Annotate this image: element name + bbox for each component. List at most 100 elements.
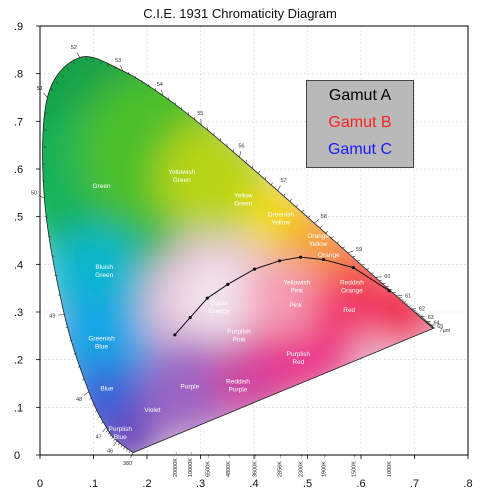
wavelength-label: 54 — [157, 82, 163, 88]
region-label: Equal Energy — [209, 300, 230, 315]
x-tick-label: .8 — [463, 478, 472, 490]
y-tick-label: .5 — [14, 212, 23, 224]
planckian-locus — [173, 255, 391, 337]
locus-tick — [336, 241, 340, 244]
wavelength-label: 65 — [437, 324, 443, 330]
x-tick-label: 0 — [37, 478, 43, 490]
locus-tick — [128, 72, 130, 76]
y-tick-label: .3 — [14, 307, 23, 319]
y-tick-label: .4 — [14, 259, 23, 271]
locus-tick — [295, 204, 299, 208]
y-tick-label: .8 — [14, 69, 23, 81]
planckian-point — [252, 267, 257, 271]
region-label: Red — [343, 307, 355, 314]
x-tick-label: .7 — [410, 478, 419, 490]
axes: 0 .1 .2 .3 .4 .5 .6 .7 .8 0 .1 .2 .3 .4 .5 .6 .7 .8 .9 — [14, 21, 473, 490]
kelvin-label: 20000K → — [173, 451, 179, 477]
locus-tick — [92, 403, 95, 406]
y-tick-label: .2 — [14, 355, 23, 367]
kelvin-label: 4800K → — [226, 454, 232, 477]
locus-tick — [113, 440, 118, 446]
locus-tick — [89, 397, 92, 400]
locus-tick — [270, 182, 273, 186]
locus-tick — [61, 74, 64, 78]
locus-tick — [161, 89, 164, 96]
locus-tick — [307, 215, 311, 218]
locus-tick — [44, 128, 47, 132]
wavelength-label: 48 — [76, 397, 82, 403]
region-label: Purple — [180, 383, 199, 390]
locus-tick — [120, 65, 124, 71]
locus-tick — [428, 324, 435, 326]
planckian-point — [277, 259, 282, 263]
locus-tick — [361, 264, 365, 266]
locus-tick — [289, 198, 292, 202]
locus-tick — [314, 219, 320, 224]
locus-tick — [120, 444, 123, 448]
planckian-point — [173, 333, 177, 337]
kelvin-label: 3600K → — [253, 454, 259, 477]
locus-tick — [356, 259, 360, 262]
locus-tick — [58, 314, 65, 316]
locus-tick — [277, 185, 281, 191]
locus-tick — [83, 391, 90, 396]
locus-tick — [319, 226, 323, 229]
kelvin-label: 2300K → — [299, 454, 305, 477]
planckian-point — [205, 296, 209, 300]
kelvin-label: 6500K → — [205, 454, 211, 477]
locus-tick — [99, 61, 102, 65]
locus-tick — [101, 421, 104, 424]
kelvin-label: 1900K → — [322, 454, 328, 477]
legend-item-gamut-b: Gamut B — [328, 114, 392, 131]
kelvin-label: 1000K → — [387, 454, 393, 477]
locus-tick — [264, 176, 267, 180]
region-label: Orange — [318, 252, 340, 259]
wavelength-label: 7µm — [440, 328, 451, 334]
locus-tick — [114, 65, 116, 69]
locus-tick — [418, 315, 425, 317]
planckian-point — [298, 255, 303, 259]
locus-tick — [92, 59, 95, 63]
x-tick-label: .4 — [249, 478, 258, 490]
locus-tick — [109, 433, 112, 437]
kelvin-label: 2856K → — [277, 454, 283, 477]
locus-tick — [148, 84, 150, 88]
locus-tick — [73, 352, 77, 355]
wavelength-label: 49 — [49, 314, 55, 320]
region-label: Yellowish Green — [168, 169, 195, 184]
locus-tick — [56, 81, 59, 85]
y-tick-label: .6 — [14, 164, 23, 176]
region-label: Blue — [100, 386, 113, 393]
locus-tick — [50, 88, 54, 91]
wavelength-label: 64 — [434, 320, 440, 326]
locus-tick — [123, 446, 126, 450]
locus-tick — [245, 159, 247, 163]
locus-tick — [141, 80, 144, 84]
spectral-locus-ticks — [39, 52, 436, 459]
wavelength-label: 47 — [96, 435, 102, 441]
x-tick-label: .6 — [356, 478, 365, 490]
planckian-point — [188, 315, 192, 320]
kelvin-label: 1500K → — [351, 454, 357, 477]
region-label: Purplish Red — [287, 351, 311, 366]
locus-tick — [200, 119, 202, 126]
locus-tick — [174, 102, 176, 106]
region-label: Purplish Blue — [109, 426, 133, 441]
locus-tick — [168, 97, 170, 101]
region-label: Greenish Blue — [88, 336, 115, 351]
locus-tick — [283, 193, 286, 197]
locus-tick — [251, 165, 254, 169]
chart-title: C.I.E. 1931 Chromaticity Diagram — [143, 6, 337, 21]
wavelength-label: 52 — [71, 45, 77, 51]
legend: Gamut A Gamut B Gamut C — [306, 80, 414, 168]
locus-tick — [134, 76, 137, 80]
locus-tick — [107, 431, 111, 435]
spectral-locus-outline — [42, 56, 434, 454]
y-tick-label: 0 — [14, 450, 20, 462]
locus-tick — [69, 339, 73, 342]
wavelength-label: 63 — [428, 315, 434, 321]
wavelength-label: 380 — [123, 461, 132, 467]
locus-tick — [98, 415, 101, 418]
planckian-point — [321, 257, 326, 262]
